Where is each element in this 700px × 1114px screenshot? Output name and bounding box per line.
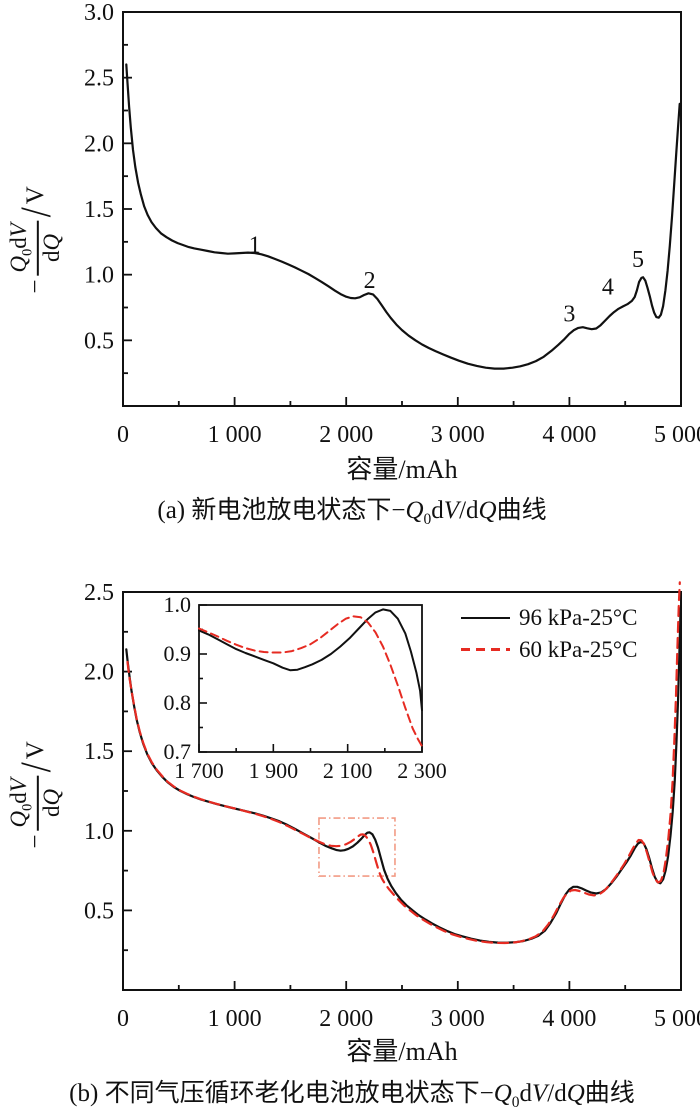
x-tick-label: 0 xyxy=(117,422,129,448)
y-axis-math-b: − Q0dV dQ / V xyxy=(6,741,65,849)
fraction-denominator: dQ xyxy=(39,233,65,263)
y-tick-label: 1.0 xyxy=(164,592,192,617)
plot-b-curve-red xyxy=(126,581,681,945)
y-tick-label: 1.0 xyxy=(84,263,114,289)
plot-a: 0 1 000 2 000 3 000 4 000 5 000 0.5 1.0 1.5 2.0 2.… xyxy=(84,0,700,448)
y-tick-label: 0.9 xyxy=(164,641,192,666)
plot-b-tick-labels: 0 1 000 2 000 3 000 4 000 5 000 0.5 1.0 1.5 2.0 2.… xyxy=(84,580,700,1032)
unit-volt: V xyxy=(21,186,49,205)
x-tick-label: 2 300 xyxy=(397,758,447,783)
x-tick-label: 0 xyxy=(117,1006,129,1032)
x-tick-label: 1 700 xyxy=(174,758,224,783)
x-axis-label-a: 容量/mAh xyxy=(346,455,458,484)
x-tick-label: 3 000 xyxy=(431,422,485,448)
plot-a-frame xyxy=(122,11,682,407)
y-tick-label: 1.5 xyxy=(84,197,114,223)
legend-label-96kpa: 96 kPa-25°C xyxy=(519,604,638,630)
legend-item-96kpa: 96 kPa-25°C xyxy=(461,603,637,632)
per-slash: / xyxy=(11,762,60,773)
plot-a-peak-label-3: 3 xyxy=(563,301,575,327)
plot-b-inset-frame xyxy=(198,604,423,753)
x-tick-label: 2 100 xyxy=(323,758,373,783)
plot-a-curve-black xyxy=(125,63,681,370)
legend: 96 kPa-25°C 60 kPa-25°C xyxy=(461,603,637,664)
y-tick-label: 0.5 xyxy=(84,328,114,354)
x-tick-label: 5 000 xyxy=(654,422,700,448)
plot-b-inset-ticks xyxy=(198,604,423,753)
y-tick-label: 0.7 xyxy=(164,739,192,764)
x-tick-label: 1 000 xyxy=(208,1006,262,1032)
minus-sign: − xyxy=(21,279,49,294)
legend-label-60kpa: 60 kPa-25°C xyxy=(519,636,638,662)
y-tick-label: 2.5 xyxy=(84,66,114,92)
legend-line-96kpa xyxy=(461,616,510,619)
plot-b-highlight-rect xyxy=(318,817,396,877)
y-tick-label: 0.8 xyxy=(164,690,192,715)
y-tick-label: 1.0 xyxy=(84,819,114,845)
fraction: Q0dV dQ xyxy=(6,775,65,831)
x-tick-label: 4 000 xyxy=(542,1006,596,1032)
fraction-numerator: Q0dV xyxy=(6,775,40,831)
minus-sign: − xyxy=(21,834,49,849)
fraction-denominator: dQ xyxy=(39,788,65,818)
plot-b-ticks xyxy=(122,591,682,991)
plot-b-inset: 1 700 1 900 2 100 2 300 0.7 0.8 0.9 1.0 xyxy=(164,592,447,783)
unit-volt: V xyxy=(21,741,49,760)
plot-b-inset-curve-red xyxy=(198,615,423,748)
legend-item-60kpa: 60 kPa-25°C xyxy=(461,635,637,664)
plot-a-tick-labels: 0 1 000 2 000 3 000 4 000 5 000 0.5 1.0 1.5 2.0 2.… xyxy=(84,0,700,448)
plot-b-inset-curve-black xyxy=(198,608,423,712)
y-tick-label: 2.5 xyxy=(84,580,114,606)
y-tick-label: 2.0 xyxy=(84,131,114,157)
x-axis-label-b: 容量/mAh xyxy=(346,1037,458,1066)
legend-line-60kpa xyxy=(461,648,510,651)
plot-a-peak-label-1: 1 xyxy=(249,232,261,258)
plot-b-inset-tick-labels: 1 700 1 900 2 100 2 300 0.7 0.8 0.9 1.0 xyxy=(164,592,447,783)
plot-a-peak-label-2: 2 xyxy=(364,268,376,294)
y-axis-math-a: − Q0dV dQ / V xyxy=(6,186,65,294)
y-tick-label: 1.5 xyxy=(84,739,114,765)
caption-a: (a) 新电池放电状态下−Q0dV/dQ曲线 xyxy=(157,497,547,528)
y-tick-label: 0.5 xyxy=(84,898,114,924)
x-tick-label: 5 000 xyxy=(654,1006,700,1032)
x-tick-label: 1 000 xyxy=(208,422,262,448)
plot-a-peak-label-4: 4 xyxy=(602,274,614,300)
fraction-numerator: Q0dV xyxy=(6,220,40,276)
x-tick-label: 2 000 xyxy=(319,1006,373,1032)
y-tick-label: 2.0 xyxy=(84,660,114,686)
plot-a-ticks xyxy=(122,11,682,407)
y-tick-label: 3.0 xyxy=(84,0,114,26)
caption-b: (b) 不同气压循环老化电池放电状态下−Q0dV/dQ曲线 xyxy=(69,1080,635,1111)
x-tick-label: 4 000 xyxy=(542,422,596,448)
plot-a-peak-label-5: 5 xyxy=(632,247,644,273)
plot-b: 0 1 000 2 000 3 000 4 000 5 000 0.5 1.0 1.5 2.0 2.… xyxy=(84,580,700,1032)
fraction: Q0dV dQ xyxy=(6,220,65,276)
x-tick-label: 2 000 xyxy=(319,422,373,448)
x-tick-label: 1 900 xyxy=(249,758,299,783)
x-tick-label: 3 000 xyxy=(431,1006,485,1032)
per-slash: / xyxy=(11,207,60,218)
